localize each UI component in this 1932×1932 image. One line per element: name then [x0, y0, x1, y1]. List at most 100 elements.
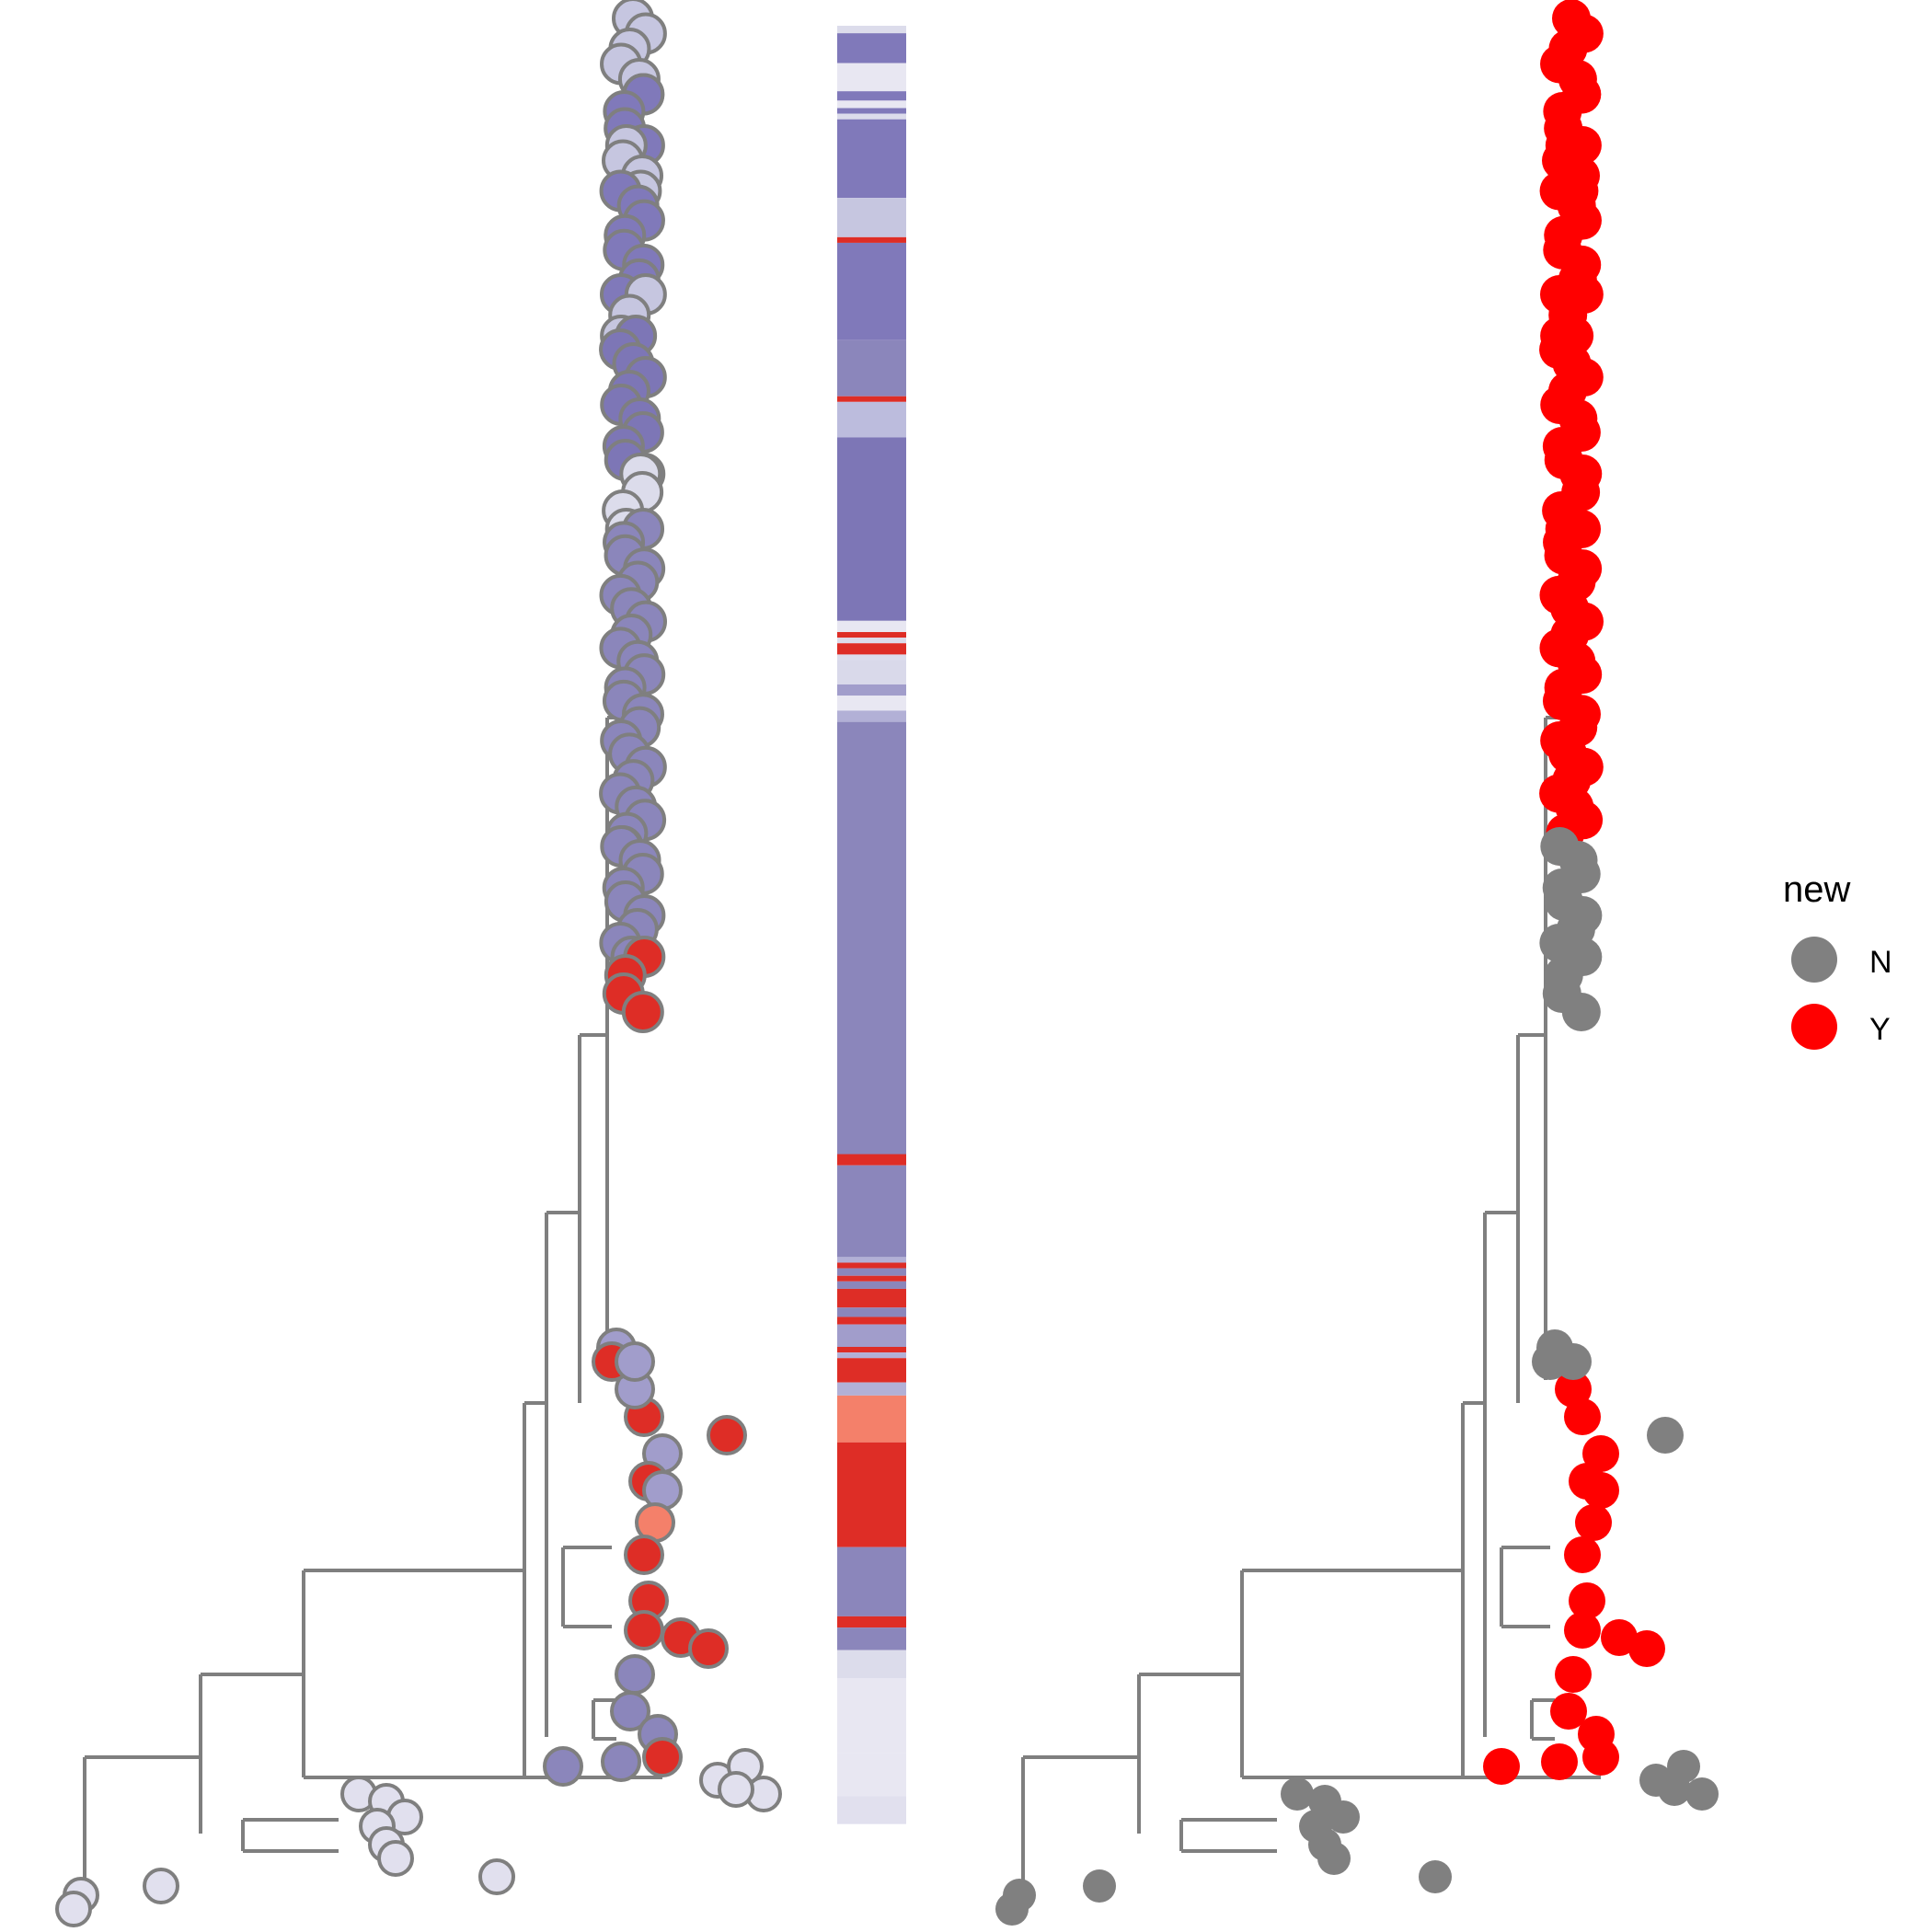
heatmap-band — [837, 33, 906, 63]
tree-tip — [1685, 1777, 1719, 1811]
tree-tip — [624, 1610, 664, 1650]
legend-key-y — [1791, 1004, 1837, 1050]
heatmap-band — [837, 1262, 906, 1269]
heatmap-band — [837, 1627, 906, 1650]
tree-tip — [610, 1691, 650, 1731]
heatmap-band — [837, 1154, 906, 1166]
tree-tip — [1555, 1371, 1592, 1408]
tree-tip — [55, 1891, 92, 1927]
heatmap-band — [837, 1796, 906, 1824]
tree-tip — [1281, 1777, 1314, 1811]
tree-tip — [1564, 1536, 1601, 1573]
heatmap-band — [837, 198, 906, 237]
heatmap-band — [837, 1347, 906, 1353]
heatmap-band — [837, 710, 906, 722]
tree-tip — [478, 1858, 515, 1895]
heatmap-band — [837, 242, 906, 340]
tree-tip — [1317, 1842, 1351, 1875]
heatmap-band — [837, 696, 906, 711]
legend-label-n: N — [1869, 945, 1892, 980]
tree-tip — [1541, 1743, 1578, 1780]
heatmap-band — [837, 437, 906, 621]
heatmap-band — [837, 113, 906, 120]
tree-tip — [1575, 1504, 1612, 1541]
heatmap-strip — [837, 26, 906, 1824]
heatmap-band — [837, 1324, 906, 1348]
tree-tip — [143, 1868, 179, 1904]
heatmap-band — [837, 1395, 906, 1443]
tree-tip — [1327, 1800, 1360, 1834]
tree-tip — [1658, 1773, 1691, 1806]
heatmap-band — [837, 1288, 906, 1308]
legend: new N Y — [1783, 869, 1892, 1050]
heatmap-band — [837, 26, 906, 34]
heatmap-band — [837, 1268, 906, 1276]
heatmap-band — [837, 632, 906, 638]
heatmap-band — [837, 63, 906, 92]
legend-title: new — [1783, 869, 1850, 910]
tree-tip — [1582, 1435, 1619, 1472]
tree-tip — [1628, 1630, 1665, 1667]
heatmap-band — [837, 108, 906, 114]
heatmap-band — [837, 1275, 906, 1282]
heatmap-band — [837, 1382, 906, 1396]
heatmap-band — [837, 100, 906, 109]
heatmap-band — [837, 119, 906, 199]
legend-label-y: Y — [1869, 1012, 1891, 1047]
heatmap-band — [837, 638, 906, 644]
heatmap-band — [837, 721, 906, 1155]
tree-tip — [621, 991, 664, 1033]
heatmap-band — [837, 1257, 906, 1263]
heatmap-band — [837, 91, 906, 101]
heatmap-band — [837, 1352, 906, 1359]
tree-tip — [601, 1742, 641, 1782]
tree-fill-by-group — [55, 0, 782, 1927]
tree-tip — [615, 1341, 655, 1382]
heatmap-band — [837, 654, 906, 661]
heatmap-band — [837, 1442, 906, 1547]
heatmap-band — [837, 1358, 906, 1383]
tree-tip — [1569, 1582, 1605, 1619]
tree-tip — [1083, 1869, 1116, 1903]
heatmap-band — [837, 660, 906, 684]
heatmap-band — [837, 643, 906, 655]
heatmap-band — [837, 1616, 906, 1628]
tree-tip — [1601, 1619, 1638, 1656]
tree-tip — [642, 1737, 683, 1777]
tree-tip — [718, 1771, 754, 1808]
heatmap-band — [837, 396, 906, 402]
tree-tip — [1555, 1343, 1592, 1380]
legend-key-n — [1791, 937, 1837, 983]
heatmap-band — [837, 236, 906, 243]
tree-tip — [1550, 1693, 1587, 1730]
heatmap-band — [837, 684, 906, 696]
tree-tip — [1555, 1656, 1592, 1693]
heatmap-band — [837, 1650, 906, 1679]
tree-tip — [1582, 1472, 1619, 1509]
tree-tip — [1483, 1748, 1520, 1785]
heatmap-band — [837, 339, 906, 397]
tree-tip — [1564, 1612, 1601, 1649]
tree-tip — [543, 1746, 583, 1787]
heatmap-band — [837, 1547, 906, 1616]
tree-tip — [1419, 1860, 1452, 1893]
tree-tip — [377, 1840, 414, 1877]
heatmap-band — [837, 620, 906, 633]
heatmap-band — [837, 1307, 906, 1317]
tree-tip — [707, 1415, 747, 1455]
heatmap-band — [837, 1281, 906, 1289]
heatmap-band — [837, 401, 906, 438]
tree-tip — [995, 1892, 1029, 1926]
tree-tip — [1582, 1739, 1619, 1776]
heatmap-band — [837, 1317, 906, 1325]
tree-tip — [688, 1628, 729, 1669]
tree-tip — [615, 1654, 655, 1695]
heatmap-band — [837, 1165, 906, 1258]
tree-fill-by-new — [995, 0, 1719, 1926]
tree-tip — [624, 1535, 664, 1575]
heatmap-band — [837, 1678, 906, 1754]
heatmap-band — [837, 1753, 906, 1797]
tree-tip — [1561, 993, 1601, 1031]
tree-tip — [1647, 1417, 1684, 1454]
